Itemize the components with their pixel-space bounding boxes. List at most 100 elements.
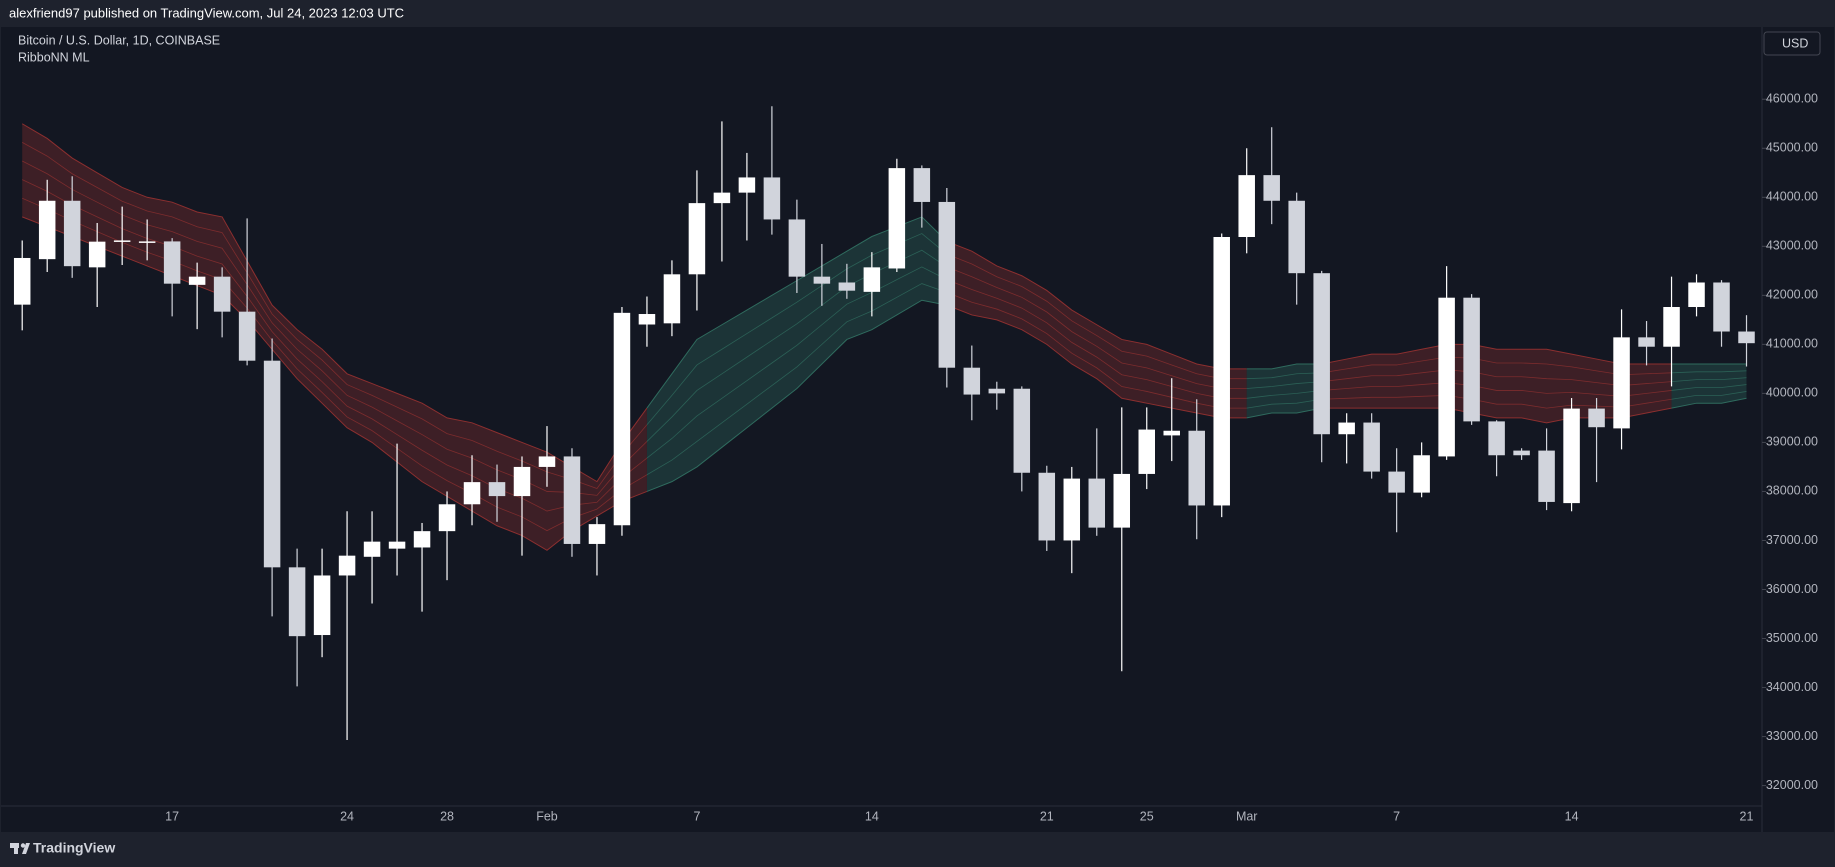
candle-body bbox=[188, 276, 206, 285]
x-tick-label: 28 bbox=[440, 809, 454, 823]
ribbon-inner-line bbox=[1246, 398, 1322, 409]
candle-body bbox=[1163, 430, 1180, 436]
candle-body bbox=[788, 219, 806, 277]
ribbon-inner-line bbox=[1246, 390, 1322, 399]
currency-button[interactable] bbox=[1763, 31, 1821, 56]
ribbon-inner-line bbox=[1246, 381, 1322, 389]
brand-name: TradingView bbox=[33, 840, 115, 856]
ribbon-inner-line bbox=[1321, 394, 1672, 409]
logo-slash bbox=[22, 843, 30, 854]
ribbon-inner-line bbox=[22, 179, 648, 512]
candle-body bbox=[88, 241, 106, 268]
candle-body bbox=[963, 367, 981, 395]
candle-body bbox=[13, 257, 31, 305]
plot bbox=[13, 106, 1755, 741]
candle-body bbox=[413, 531, 431, 548]
candle-body bbox=[238, 311, 256, 361]
candle-body bbox=[1538, 450, 1555, 502]
x-tick-label: 25 bbox=[1140, 809, 1154, 823]
candle-body bbox=[688, 203, 706, 275]
candle-body bbox=[1513, 450, 1530, 456]
candle-body bbox=[1263, 175, 1280, 201]
candle-body bbox=[1738, 331, 1755, 344]
y-tick-label: 43000.00 bbox=[1766, 239, 1818, 253]
candle-body bbox=[1713, 282, 1730, 332]
candle-body bbox=[563, 456, 581, 544]
candle-body bbox=[1038, 472, 1056, 541]
ribbon-inner-line bbox=[1671, 377, 1747, 383]
candle-body bbox=[338, 555, 356, 576]
y-tick-label: 37000.00 bbox=[1766, 533, 1818, 547]
candle-body bbox=[1063, 478, 1081, 541]
candle-body bbox=[113, 240, 131, 242]
x-tick-label: Mar bbox=[1236, 809, 1258, 823]
ribbon-inner-line bbox=[946, 279, 1247, 399]
ribbon-inner-line bbox=[1671, 370, 1747, 374]
y-tick-label: 38000.00 bbox=[1766, 484, 1818, 498]
candle-body bbox=[363, 541, 381, 557]
candle-body bbox=[613, 312, 631, 526]
x-tick-label: 7 bbox=[1393, 809, 1400, 823]
candle-body bbox=[663, 274, 681, 324]
candle-body bbox=[438, 504, 456, 532]
candle-body bbox=[813, 276, 831, 284]
candle-body bbox=[1338, 422, 1355, 435]
ribbon-inner-line bbox=[946, 266, 1247, 389]
x-tick-label: 21 bbox=[1040, 809, 1054, 823]
chart-pane bbox=[1, 27, 1834, 832]
candle-body bbox=[888, 168, 906, 269]
ribbon-lower bbox=[1246, 407, 1322, 419]
ribbon-upper bbox=[21, 123, 648, 483]
candle-body bbox=[1138, 429, 1155, 474]
candle-body bbox=[713, 192, 731, 204]
ribbon-inner-line bbox=[1671, 384, 1747, 391]
candle-body bbox=[913, 168, 931, 202]
candle-body bbox=[1213, 236, 1230, 506]
candle-body bbox=[38, 200, 56, 260]
candle-body bbox=[1438, 297, 1455, 457]
candle-body bbox=[988, 388, 1006, 394]
candle-body bbox=[163, 241, 181, 284]
candle-body bbox=[138, 241, 156, 243]
symbol-legend: Bitcoin / U.S. Dollar, 1D, COINBASE bbox=[18, 33, 220, 47]
candle-body bbox=[738, 177, 756, 193]
y-tick-label: 45000.00 bbox=[1766, 141, 1818, 155]
candle-body bbox=[1363, 422, 1380, 472]
candle-body bbox=[63, 200, 81, 267]
candle-body bbox=[1088, 478, 1106, 528]
x-tick-label: 14 bbox=[865, 809, 879, 823]
candle-body bbox=[638, 314, 656, 325]
ribbon-upper bbox=[1246, 363, 1322, 370]
ribbon-inner-line bbox=[1671, 391, 1747, 400]
ribbon-band bbox=[946, 241, 1247, 418]
tradingview-logo bbox=[10, 843, 30, 854]
ribbon-upper bbox=[1321, 343, 1672, 365]
y-tick-label: 44000.00 bbox=[1766, 190, 1818, 204]
candle-body bbox=[938, 201, 956, 368]
candle-body bbox=[1663, 307, 1680, 347]
candle-body bbox=[1413, 455, 1430, 493]
ribbon-lower bbox=[1321, 407, 1672, 424]
candle-body bbox=[1463, 297, 1480, 422]
ribbon-inner-line bbox=[1321, 369, 1672, 386]
logo-stem bbox=[14, 843, 18, 854]
candle-body bbox=[463, 482, 481, 505]
candle-body bbox=[1488, 421, 1505, 456]
x-tick-label: 17 bbox=[165, 809, 179, 823]
y-tick-label: 40000.00 bbox=[1766, 386, 1818, 400]
ribbon-band bbox=[1321, 344, 1672, 423]
ribbon-band bbox=[1671, 363, 1747, 409]
currency-label[interactable]: USD bbox=[1782, 36, 1808, 50]
y-tick-label: 41000.00 bbox=[1766, 337, 1818, 351]
ribbon-inner-line bbox=[22, 197, 648, 532]
ribbon-inner-line bbox=[22, 142, 648, 489]
y-tick-label: 33000.00 bbox=[1766, 729, 1818, 743]
candle-body bbox=[1188, 430, 1205, 506]
ribbon-lower bbox=[22, 216, 648, 551]
publish-info: alexfriend97 published on TradingView.co… bbox=[9, 5, 404, 20]
candle-body bbox=[1588, 408, 1605, 428]
candle-body bbox=[288, 567, 306, 637]
ribbon-inner-line bbox=[646, 283, 947, 476]
ribbon-inner-line bbox=[946, 253, 1247, 380]
x-tick-label: 24 bbox=[340, 809, 354, 823]
